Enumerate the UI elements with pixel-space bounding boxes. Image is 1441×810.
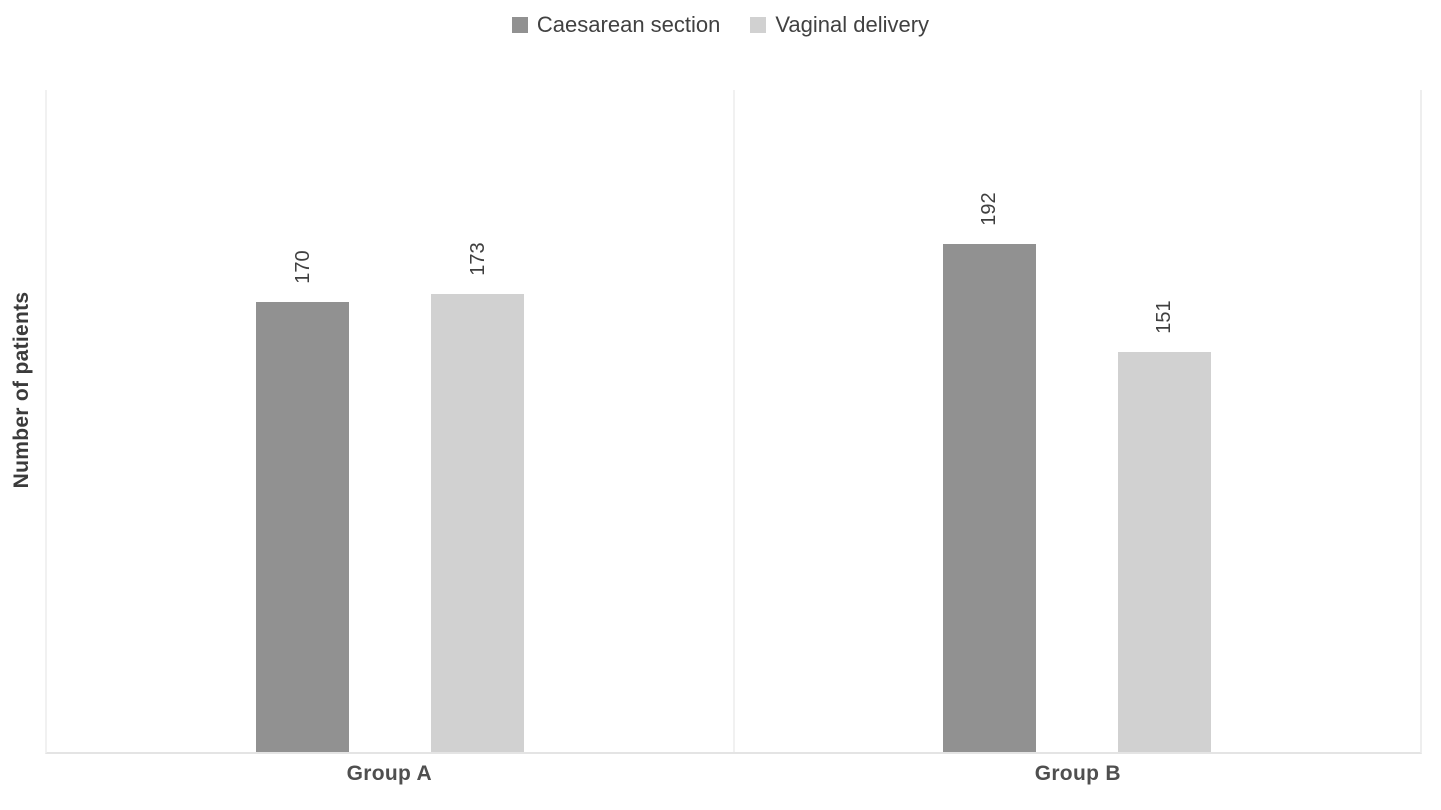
bar-caesarean-section xyxy=(942,243,1036,752)
legend-swatch-vaginal-delivery xyxy=(750,17,767,33)
x-axis-label-group-a: Group A xyxy=(346,762,432,785)
legend: Caesarean section Vaginal delivery xyxy=(0,12,1441,38)
bar-value-label: 173 xyxy=(466,242,489,276)
category-divider-line xyxy=(732,90,735,752)
bar-value-label: 151 xyxy=(1153,300,1176,334)
bar-caesarean-section xyxy=(256,301,350,752)
bar-vaginal-delivery xyxy=(431,293,525,752)
legend-item-caesarean-section: Caesarean section xyxy=(511,12,721,38)
legend-swatch-caesarean-section xyxy=(511,17,528,33)
legend-item-vaginal-delivery: Vaginal delivery xyxy=(750,12,929,38)
bar-group-b: 192 151 xyxy=(734,90,1421,752)
legend-label-vaginal-delivery: Vaginal delivery xyxy=(775,12,930,37)
bar-vaginal-delivery xyxy=(1117,352,1211,752)
bar-wrap-vaginal-delivery: 173 xyxy=(431,90,525,752)
x-axis: Group A Group B xyxy=(45,762,1422,786)
bar-wrap-caesarean-section: 192 xyxy=(942,90,1036,752)
bar-wrap-caesarean-section: 170 xyxy=(256,90,350,752)
plot-area: 170 173 192 151 xyxy=(45,90,1422,754)
bar-group-a: 170 173 xyxy=(47,90,734,752)
bar-value-label: 170 xyxy=(291,250,314,284)
y-axis-title: Number of patients xyxy=(10,291,33,489)
x-axis-label-group-b: Group B xyxy=(1034,762,1121,785)
legend-label-caesarean-section: Caesarean section xyxy=(536,12,721,37)
bar-value-label: 192 xyxy=(978,191,1001,226)
bar-wrap-vaginal-delivery: 151 xyxy=(1117,90,1211,752)
